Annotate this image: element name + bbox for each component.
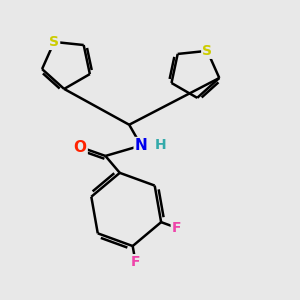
Text: F: F bbox=[172, 221, 181, 235]
Text: S: S bbox=[49, 35, 59, 49]
Text: S: S bbox=[202, 44, 212, 58]
Text: N: N bbox=[135, 138, 148, 153]
Text: H: H bbox=[154, 138, 166, 152]
Text: F: F bbox=[131, 255, 140, 269]
Text: O: O bbox=[74, 140, 87, 154]
